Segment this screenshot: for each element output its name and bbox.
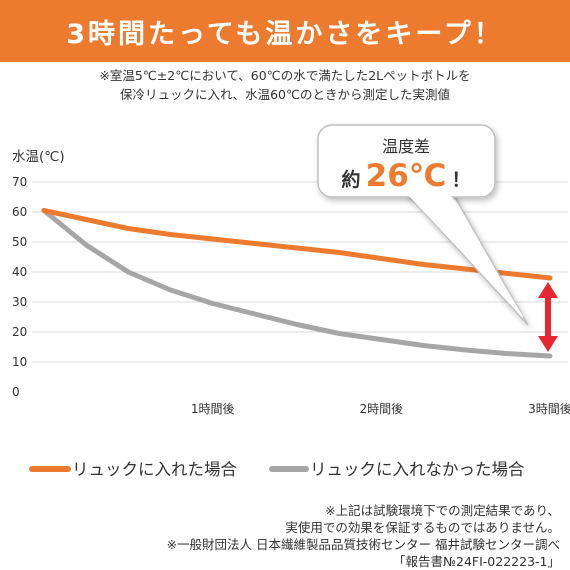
x-tick-label: 3時間後 [528,402,570,416]
y-axis-label: 水温(℃) [12,149,65,165]
y-tick-label: 70 [12,175,27,189]
callout-suffix: ！ [451,169,470,191]
difference-arrow [538,282,558,352]
y-tick-label: 10 [12,355,27,369]
y-tick-label: 20 [12,325,27,339]
footnote-line-3: ※一般財団法人 日本繊維製品品質技術センター 福井試験センター調べ [166,537,560,552]
y-axis-ticks: 0 10 20 30 40 50 60 70 [12,175,27,399]
callout-label: 温度差 [382,137,430,156]
callout-value: 26℃ [366,158,447,194]
arrow-shaft [545,296,551,338]
callout-prefix: 約 [342,168,361,191]
x-tick-label: 1時間後 [191,402,235,416]
headline-banner: 3時間たっても温かさをキープ！ [0,0,570,62]
callout-value-line: 約 26℃ ！ [342,158,471,194]
y-tick-label: 40 [12,265,27,279]
x-axis-ticks: 1時間後 2時間後 3時間後 [191,402,570,416]
footnote-line-2: 実使用での効果を保証するものではありません。 [285,520,560,535]
callout-pointer-fill [407,194,524,318]
legend: リュックに入れた場合 リュックに入れなかった場合 [29,460,525,479]
footnote-line-4: 「報告書№24FI-022223-1」 [393,554,560,569]
x-tick-label: 2時間後 [360,402,404,416]
footnote-line-1: ※上記は試験環境下での測定結果であり、 [325,503,560,518]
test-condition-line-2: 保冷リュックに入れ、水温60℃のときから測定した実測値 [119,87,451,102]
arrow-head-up [538,282,558,298]
test-condition-note: ※室温5℃±2℃において、60℃の水で満たした2Lペットボトルを 保冷リュックに… [0,66,570,104]
legend-label-with-backpack: リュックに入れた場合 [72,460,237,479]
callout-bubble [317,124,496,198]
y-tick-label: 30 [12,295,27,309]
test-condition-line-1: ※室温5℃±2℃において、60℃の水で満たした2Lペットボトルを [99,68,471,83]
series-line-without-backpack [41,208,553,359]
disclaimer-footnotes: ※上記は試験環境下での測定結果であり、 実使用での効果を保証するものではありませ… [0,502,560,570]
y-tick-label: 50 [12,235,27,249]
temperature-difference-callout: 温度差 約 26℃ ！ [317,124,529,326]
y-tick-label: 0 [12,385,20,399]
headline-text: 3時間たっても温かさをキープ！ [66,18,504,50]
y-tick-label: 60 [12,205,27,219]
legend-label-without-backpack: リュックに入れなかった場合 [310,460,525,479]
arrow-head-down [538,336,558,352]
series-line-with-backpack [41,208,553,281]
series-lines [41,208,553,359]
